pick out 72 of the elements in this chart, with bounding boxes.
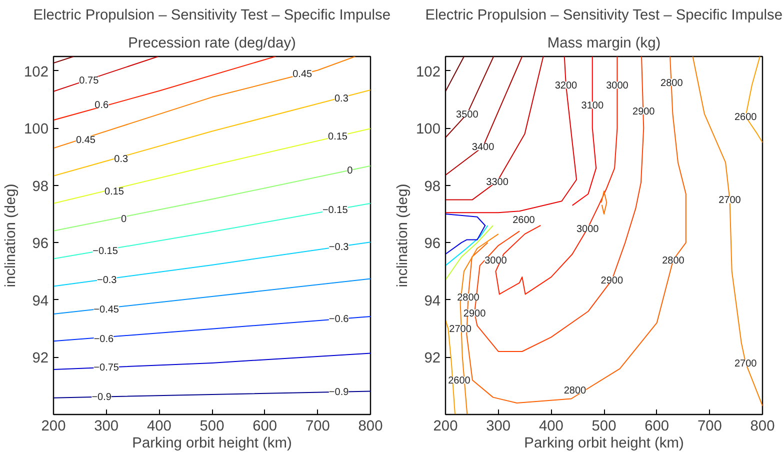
- x-axis-title: Parking orbit height (km): [524, 436, 684, 452]
- annotation: 2800: [660, 78, 684, 89]
- annotation: −0.3: [96, 275, 118, 286]
- y-tick-label: 94: [32, 293, 49, 310]
- annotation: 2700: [449, 324, 472, 336]
- y-tick-label: 96: [424, 236, 441, 252]
- chart-subtitle: Mass margin (kg): [547, 36, 661, 52]
- x-tick-label: 700: [305, 418, 330, 434]
- annotation: 0.15: [328, 132, 348, 143]
- y-tick-label: 102: [24, 64, 49, 80]
- chart-title: Electric Propulsion – Sensitivity Test – Specific Impulse: [33, 8, 391, 24]
- annotation: −0.75: [94, 362, 120, 374]
- annotation: 3500: [456, 109, 479, 120]
- annotation: −0.45: [94, 304, 120, 316]
- chart-subtitle: Precession rate (deg/day): [128, 36, 296, 52]
- x-tick-label: 600: [252, 418, 278, 434]
- annotation: 3200: [554, 80, 578, 92]
- annotation: −0.15: [322, 205, 348, 216]
- annotation: 0.45: [292, 68, 313, 80]
- y-tick-label: 92: [424, 350, 441, 367]
- annotation: −0.3: [328, 242, 350, 253]
- y-tick-label: 100: [416, 122, 441, 138]
- x-tick-label: 300: [486, 418, 511, 434]
- annotation: 3400: [472, 142, 495, 154]
- x-tick-label: 200: [433, 418, 458, 434]
- annotation: 0.6: [94, 100, 109, 112]
- annotation: 2900: [632, 106, 656, 118]
- x-tick-label: 400: [146, 418, 172, 434]
- annotation: 2800: [662, 255, 685, 266]
- chart-title: Electric Propulsion – Sensitivity Test – Specific Impulse: [425, 8, 783, 24]
- annotation: 0: [120, 214, 127, 226]
- y-tick-label: 94: [424, 293, 441, 310]
- annotation: −0.6: [328, 314, 350, 326]
- y-axis-title: inclination (deg): [3, 184, 20, 288]
- y-tick-label: 102: [416, 64, 441, 80]
- annotation: −0.15: [92, 246, 118, 257]
- annotation: 3000: [484, 255, 508, 266]
- y-tick-label: 96: [32, 236, 49, 252]
- annotation: 0: [347, 166, 354, 177]
- annotation: 2800: [564, 386, 587, 397]
- y-tick-label: 100: [24, 122, 49, 138]
- annotation: −0.9: [92, 392, 112, 403]
- annotation: 0.3: [334, 94, 349, 105]
- x-tick-label: 400: [538, 418, 564, 434]
- annotation: 2600: [734, 112, 758, 124]
- x-tick-label: 500: [592, 418, 616, 434]
- annotation: 0.45: [76, 134, 96, 146]
- annotation: 3000: [576, 224, 600, 235]
- annotation: 2700: [734, 358, 758, 370]
- x-tick-label: 700: [697, 418, 722, 434]
- annotation: 0.15: [104, 186, 124, 198]
- annotation: −0.9: [328, 387, 350, 398]
- y-tick-label: 98: [32, 178, 49, 195]
- annotation: 2600: [512, 215, 536, 226]
- x-tick-label: 800: [750, 418, 775, 434]
- x-tick-label: 200: [41, 418, 66, 434]
- annotation: 0.75: [79, 75, 100, 86]
- annotation: 3000: [606, 80, 629, 92]
- annotation: 3100: [581, 100, 604, 112]
- annotation: 0.3: [114, 154, 129, 166]
- annotation: 2600: [448, 376, 471, 387]
- x-tick-label: 300: [94, 418, 119, 434]
- annotation: −0.6: [94, 334, 114, 346]
- x-tick-label: 600: [644, 418, 670, 434]
- y-tick-label: 92: [32, 350, 49, 367]
- y-tick-label: 98: [424, 178, 441, 195]
- annotation: 2700: [718, 195, 742, 206]
- x-axis-title: Parking orbit height (km): [132, 436, 292, 452]
- x-tick-label: 500: [200, 418, 224, 434]
- y-axis-title: inclination (deg): [395, 184, 412, 288]
- annotation: 2900: [600, 275, 624, 286]
- x-tick-label: 800: [358, 418, 383, 434]
